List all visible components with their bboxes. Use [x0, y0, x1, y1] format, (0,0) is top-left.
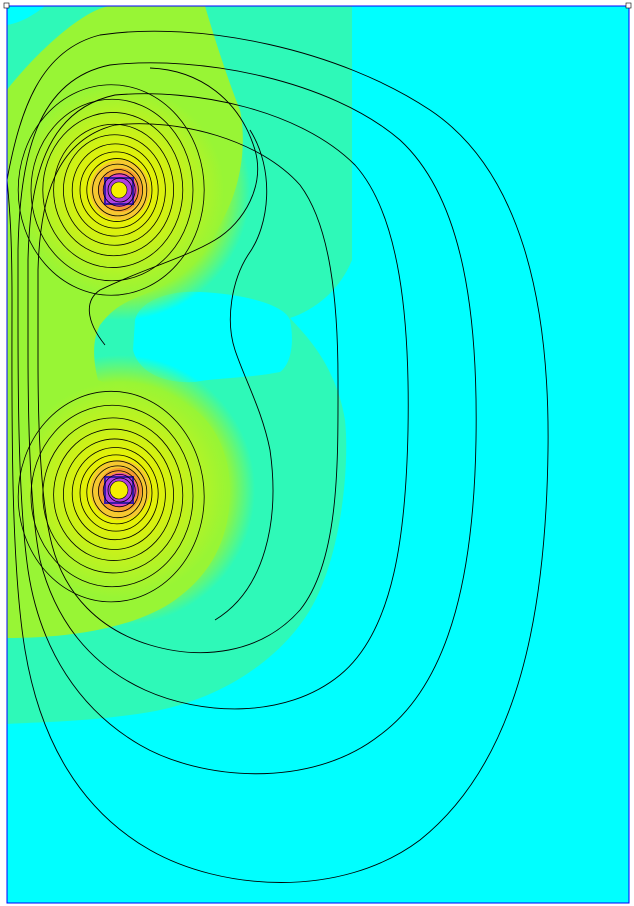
contour-top-7 [71, 143, 159, 237]
contour-top-6 [79, 151, 153, 229]
flux-line-mid-pocket [88, 67, 259, 346]
flux-line-outer-1 [7, 30, 549, 883]
contour-bottom-9 [53, 428, 174, 561]
contour-top-9 [53, 123, 174, 257]
contour-bottom-5 [86, 460, 148, 525]
contour-bottom-7 [71, 447, 159, 541]
contour-top-11 [30, 98, 194, 282]
contour-bottom-12 [17, 390, 205, 603]
corner-marker-top-right [625, 2, 632, 9]
contour-bottom-11 [30, 404, 194, 588]
domain-boundary [6, 5, 630, 904]
contour-bottom-6 [79, 454, 153, 532]
flux-line-pocket-right [214, 129, 274, 621]
conductor-bottom-core [109, 480, 129, 500]
contour-bottom-4 [92, 465, 143, 519]
corner-marker-top-left [3, 2, 10, 9]
contour-top-2 [102, 173, 136, 207]
conductor-top-core [110, 181, 128, 199]
field-pocket-low [133, 291, 292, 383]
contour-top-12 [17, 84, 205, 296]
contour-bottom-1 [107, 477, 133, 503]
contour-top-3 [98, 169, 139, 211]
contour-bottom-10 [42, 417, 184, 574]
contour-top-5 [86, 158, 148, 222]
contour-lines [17, 84, 205, 603]
flux-line-outer-3 [27, 93, 409, 710]
contour-bottom-3 [98, 470, 139, 513]
contour-top-10 [42, 112, 184, 268]
contour-top-4 [92, 163, 143, 217]
contour-bottom-8 [63, 438, 166, 550]
flux-line-outer-4 [37, 123, 339, 653]
contour-top-1 [107, 177, 133, 203]
contour-top-8 [63, 134, 166, 246]
outer-flux-lines [7, 30, 549, 883]
flux-line-outer-2 [17, 62, 477, 775]
contour-bottom-2 [102, 474, 136, 508]
